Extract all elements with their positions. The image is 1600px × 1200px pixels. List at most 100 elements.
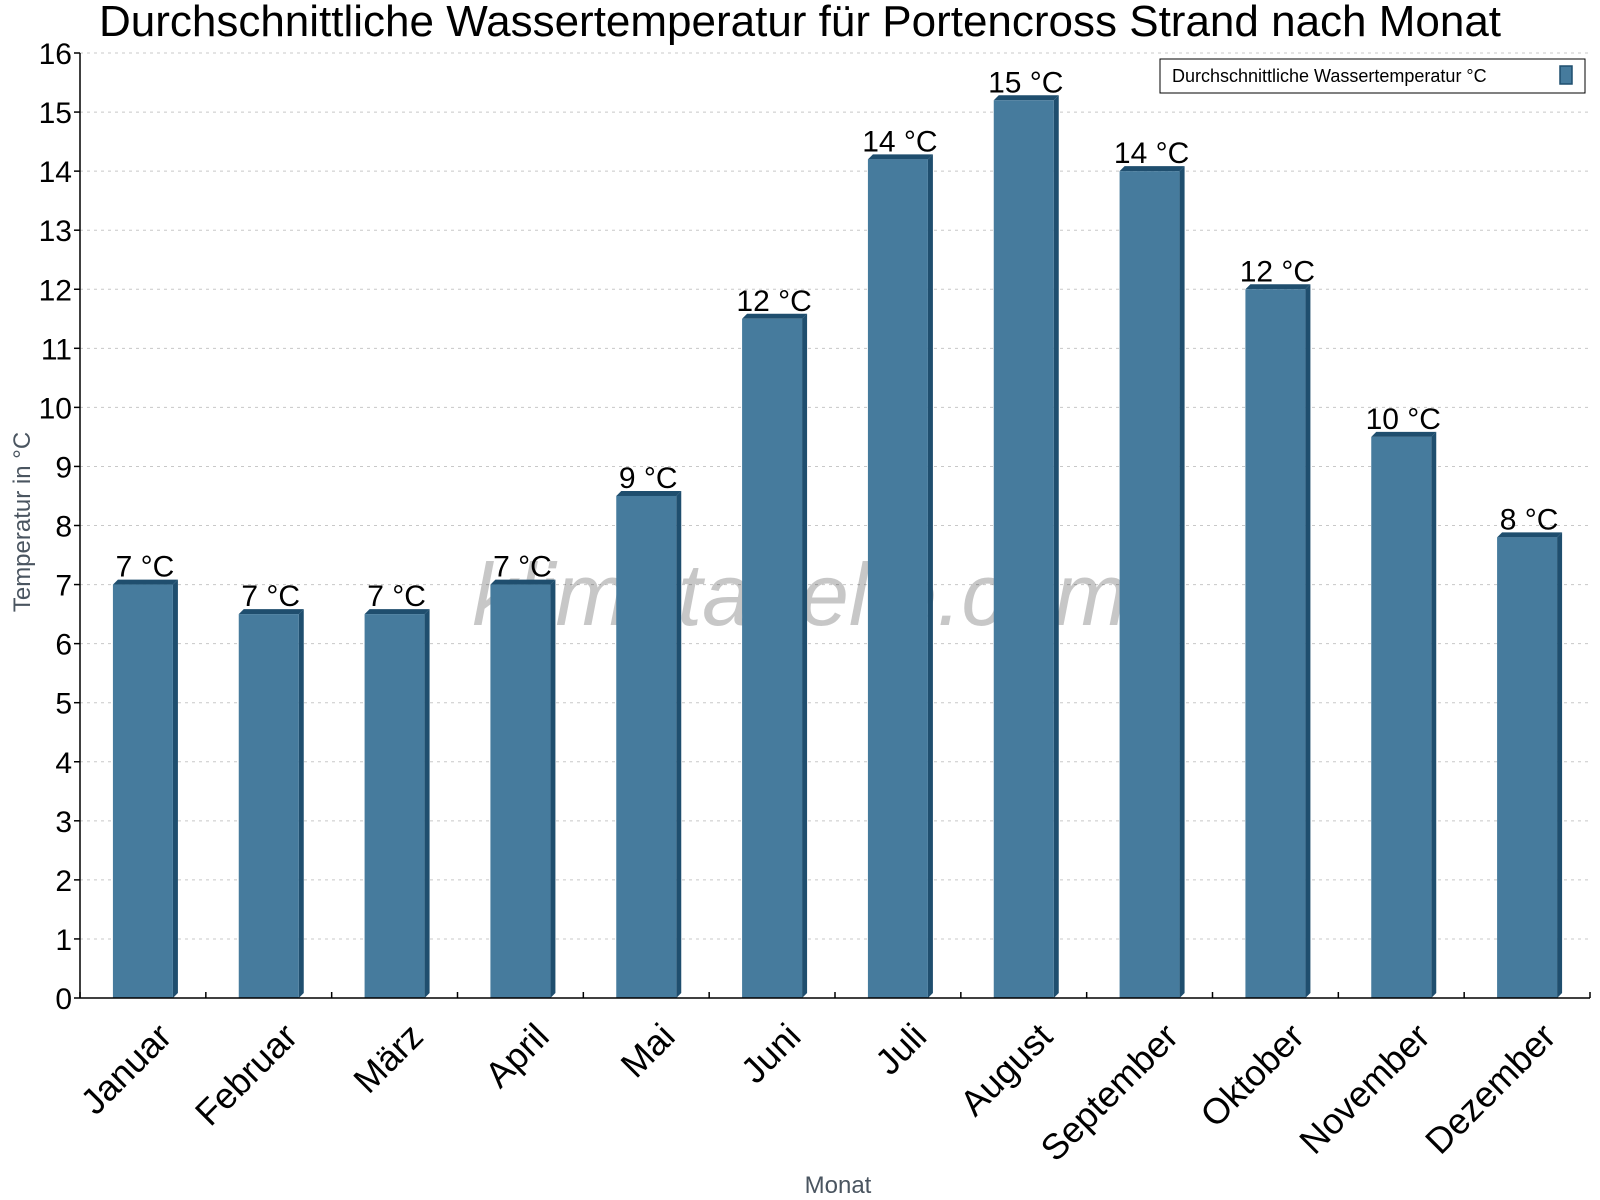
legend-entry-label: Durchschnittliche Wassertemperatur °C xyxy=(1172,66,1487,86)
bar-side xyxy=(1053,95,1059,998)
bar-front xyxy=(1245,289,1306,998)
data-label: 7 °C xyxy=(493,551,552,584)
bar-side xyxy=(927,154,933,998)
data-label: 14 °C xyxy=(862,125,937,158)
bar-juli xyxy=(867,154,933,998)
bar-top xyxy=(1371,431,1437,437)
data-label: 15 °C xyxy=(988,66,1063,99)
bar-top xyxy=(1497,532,1563,538)
chart-title: Durchschnittliche Wassertemperatur für P… xyxy=(99,0,1501,46)
y-tick-label: 7 xyxy=(55,570,72,603)
x-tick-label: Februar xyxy=(187,1015,305,1133)
bar-side xyxy=(1179,166,1185,998)
bar-september xyxy=(1119,166,1185,998)
y-tick-label: 16 xyxy=(39,38,72,71)
bar-top xyxy=(112,579,178,585)
legend-swatch xyxy=(1559,65,1573,85)
data-labels: 7 °C 7 °C 7 °C 7 °C 9 °C 12 °C 14 °C 15 °C 14 °C… xyxy=(116,66,1559,613)
bar-februar xyxy=(238,609,304,998)
bar-side xyxy=(172,579,178,998)
x-tick-label: Oktober xyxy=(1192,1015,1312,1135)
data-label: 12 °C xyxy=(736,285,811,318)
bar-april xyxy=(490,579,556,998)
bar-top xyxy=(238,609,304,615)
y-tick-label: 1 xyxy=(55,924,72,957)
bar-side xyxy=(550,579,556,998)
x-tick-label: Juli xyxy=(867,1015,934,1082)
bar-top xyxy=(867,154,933,160)
bar-side xyxy=(676,490,682,998)
bar-side xyxy=(1557,532,1563,998)
data-label: 8 °C xyxy=(1500,503,1559,536)
bar-side xyxy=(1431,431,1437,998)
bar-front xyxy=(1497,537,1558,998)
data-label: 9 °C xyxy=(619,462,678,495)
bar-front xyxy=(1119,171,1180,998)
y-tick-label: 5 xyxy=(55,688,72,721)
x-tick-label: Juni xyxy=(733,1015,809,1091)
data-label: 12 °C xyxy=(1240,255,1315,288)
bar-top xyxy=(616,490,682,496)
x-axis-ticks: Januar Februar März April Mai Juni Juli AugustS… xyxy=(72,992,1591,1169)
legend: Durchschnittliche Wassertemperatur °C xyxy=(1159,58,1586,94)
x-tick-label: März xyxy=(345,1015,431,1101)
y-tick-label: 15 xyxy=(39,97,72,130)
y-tick-label: 6 xyxy=(55,629,72,662)
bar-dezember xyxy=(1497,532,1563,998)
y-tick-label: 3 xyxy=(55,806,72,839)
bar-top xyxy=(490,579,556,585)
legend-box xyxy=(1159,58,1586,94)
x-tick-label: Dezember xyxy=(1417,1015,1563,1161)
x-tick-label: Januar xyxy=(72,1015,179,1122)
bar-november xyxy=(1371,431,1437,998)
grid xyxy=(80,52,1590,940)
y-tick-label: 4 xyxy=(55,747,72,780)
bar-front xyxy=(364,614,425,998)
y-tick-label: 2 xyxy=(55,865,72,898)
y-tick-label: 0 xyxy=(55,983,72,1016)
bar-juni xyxy=(742,313,808,998)
y-tick-label: 10 xyxy=(39,392,72,425)
x-tick-label: August xyxy=(952,1015,1060,1123)
bar-top xyxy=(993,95,1059,101)
bar-side xyxy=(802,313,808,998)
y-tick-label: 9 xyxy=(55,451,72,484)
bar-januar xyxy=(112,579,178,998)
data-label: 7 °C xyxy=(367,580,426,613)
bar-side xyxy=(424,609,430,998)
bar-top xyxy=(364,609,430,615)
y-tick-label: 8 xyxy=(55,511,72,544)
bar-mai xyxy=(616,490,682,998)
x-tick-label: September xyxy=(1032,1015,1186,1169)
data-label: 7 °C xyxy=(241,580,300,613)
x-tick-label: Mai xyxy=(613,1015,683,1085)
bar-top xyxy=(1245,284,1311,290)
bars xyxy=(112,95,1563,998)
bar-front xyxy=(490,584,551,998)
bar-front xyxy=(238,614,299,998)
bar-front xyxy=(616,495,677,998)
data-label: 7 °C xyxy=(116,551,175,584)
x-axis-label: Monat xyxy=(805,1172,872,1199)
bar-side xyxy=(1305,284,1311,998)
bar-oktober xyxy=(1245,284,1311,998)
bar-märz xyxy=(364,609,430,998)
y-tick-label: 12 xyxy=(39,274,72,307)
y-tick-label: 11 xyxy=(41,333,72,366)
bar-front xyxy=(1371,436,1432,998)
x-tick-label: April xyxy=(477,1015,557,1095)
bar-top xyxy=(1119,166,1185,172)
bar-august xyxy=(993,95,1059,998)
bar-front xyxy=(993,100,1054,998)
y-tick-label: 14 xyxy=(39,156,72,189)
y-tick-label: 13 xyxy=(39,215,72,248)
bar-front xyxy=(112,584,173,998)
x-tick-label: November xyxy=(1291,1015,1437,1161)
y-axis-label: Temperatur in °C xyxy=(9,432,36,612)
bar-front xyxy=(742,318,803,998)
data-label: 14 °C xyxy=(1114,137,1189,170)
data-label: 10 °C xyxy=(1366,403,1441,436)
bar-top xyxy=(742,313,808,319)
